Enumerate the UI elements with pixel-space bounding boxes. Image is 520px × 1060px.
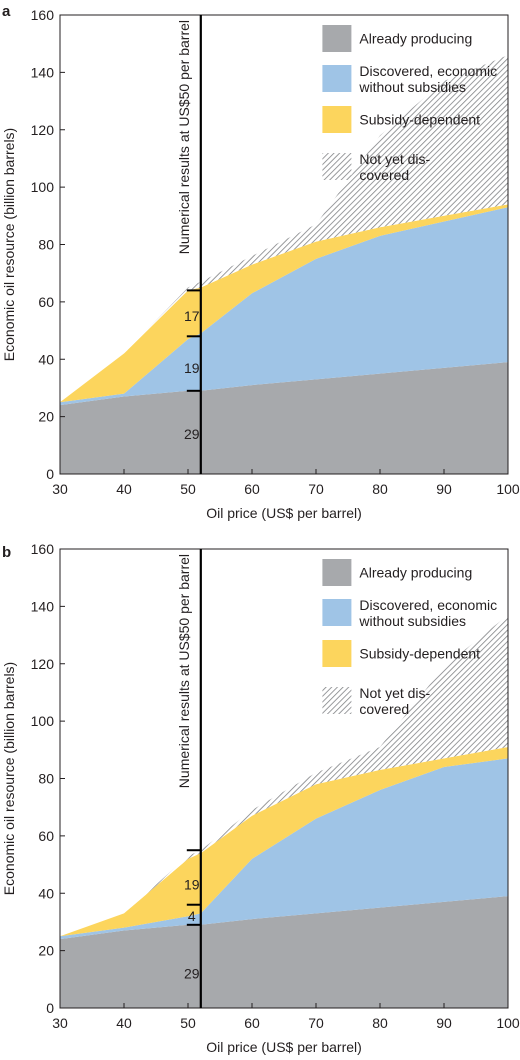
area-not-yet-discovered bbox=[60, 55, 508, 403]
panel-b: 0 20 40 60 80 100 120 140 160 30 40 50 60 70 80 90 100 Oi… bbox=[1, 541, 520, 1055]
y-tick-label: 120 bbox=[31, 656, 55, 672]
bracket-label: 17 bbox=[184, 308, 200, 324]
y-tick-label: 60 bbox=[38, 828, 54, 844]
area-discovered-economic-without-subsidies bbox=[60, 207, 508, 406]
x-axis-label: Oil price (US$ per barrel) bbox=[206, 1039, 362, 1055]
x-tick-label: 40 bbox=[116, 1015, 132, 1031]
legend-label: Not yet dis- bbox=[359, 151, 430, 167]
legend-label: covered bbox=[359, 701, 409, 717]
x-tick-label: 100 bbox=[496, 481, 520, 497]
legend-swatch bbox=[322, 25, 352, 52]
x-tick-label: 100 bbox=[496, 1015, 520, 1031]
x-tick-label: 80 bbox=[372, 481, 388, 497]
area-subsidy-dependent bbox=[60, 204, 508, 403]
y-tick-label: 20 bbox=[38, 943, 54, 959]
y-tick-label: 140 bbox=[31, 64, 55, 80]
x-tick-label: 90 bbox=[436, 1015, 452, 1031]
legend-swatch bbox=[322, 640, 352, 667]
reference-line-label: Numerical results at US$50 per barrel bbox=[176, 20, 192, 254]
legend-label: Discovered, economic bbox=[359, 63, 497, 79]
y-axis-label: Economic oil resource (billion barrels) bbox=[1, 128, 17, 361]
legend-label: covered bbox=[359, 167, 409, 183]
legend-label: Not yet dis- bbox=[359, 685, 430, 701]
y-tick-label: 100 bbox=[31, 179, 55, 195]
y-tick-label: 80 bbox=[38, 237, 54, 253]
reference-line-label: Numerical results at US$50 per barrel bbox=[176, 554, 192, 788]
legend-label: without subsidies bbox=[358, 79, 466, 95]
x-tick-label: 60 bbox=[244, 481, 260, 497]
x-tick-label: 40 bbox=[116, 481, 132, 497]
legend-swatch bbox=[322, 65, 352, 92]
y-tick-label: 0 bbox=[46, 466, 54, 482]
area-already-producing bbox=[60, 896, 508, 1008]
x-tick-label: 60 bbox=[244, 1015, 260, 1031]
x-tick-label: 70 bbox=[308, 481, 324, 497]
y-axis-label: Economic oil resource (billion barrels) bbox=[1, 662, 17, 895]
panel-label: a bbox=[2, 3, 11, 20]
y-tick-label: 160 bbox=[31, 541, 55, 557]
y-tick-label: 140 bbox=[31, 598, 55, 614]
x-tick-label: 50 bbox=[180, 1015, 196, 1031]
legend-swatch bbox=[322, 106, 352, 133]
x-tick-label: 70 bbox=[308, 1015, 324, 1031]
y-tick-label: 60 bbox=[38, 294, 54, 310]
panel-a: 0 20 40 60 80 100 120 140 160 30 40 50 60 70 80 90 100 Oi… bbox=[1, 3, 520, 521]
area-discovered-economic-without-subsidies bbox=[60, 758, 508, 940]
x-tick-label: 50 bbox=[180, 481, 196, 497]
legend-swatch bbox=[322, 153, 352, 180]
panel-label: b bbox=[2, 544, 11, 561]
legend: Already producing Discovered, economicwit… bbox=[322, 559, 497, 717]
x-axis-label: Oil price (US$ per barrel) bbox=[206, 505, 362, 521]
x-tick-label: 30 bbox=[52, 481, 68, 497]
x-tick-label: 90 bbox=[436, 481, 452, 497]
x-tick-label: 30 bbox=[52, 1015, 68, 1031]
legend-label: Discovered, economic bbox=[359, 597, 497, 613]
bracket-label: 4 bbox=[188, 908, 196, 924]
y-tick-label: 20 bbox=[38, 409, 54, 425]
legend-label: without subsidies bbox=[358, 613, 466, 629]
y-tick-label: 120 bbox=[31, 122, 55, 138]
area-layer bbox=[60, 614, 508, 1008]
y-tick-label: 0 bbox=[46, 1000, 54, 1016]
bracket-label: 29 bbox=[184, 966, 200, 982]
legend-label: Already producing bbox=[359, 31, 472, 47]
y-tick-label: 80 bbox=[38, 771, 54, 787]
legend-swatch bbox=[322, 559, 352, 586]
legend: Already producing Discovered, economicwit… bbox=[322, 25, 497, 183]
bracket-label: 19 bbox=[184, 360, 200, 376]
bracket-label: 19 bbox=[184, 877, 200, 893]
y-tick-label: 40 bbox=[38, 351, 54, 367]
y-tick-label: 100 bbox=[31, 713, 55, 729]
bracket-label: 29 bbox=[184, 426, 200, 442]
legend-swatch bbox=[322, 599, 352, 626]
legend-swatch bbox=[322, 687, 352, 714]
area-subsidy-dependent bbox=[60, 746, 508, 937]
area-already-producing bbox=[60, 362, 508, 474]
x-tick-label: 80 bbox=[372, 1015, 388, 1031]
legend-label: Subsidy-dependent bbox=[359, 646, 480, 662]
y-tick-label: 160 bbox=[31, 7, 55, 23]
legend-label: Already producing bbox=[359, 565, 472, 581]
y-tick-label: 40 bbox=[38, 885, 54, 901]
area-layer bbox=[60, 55, 508, 474]
legend-label: Subsidy-dependent bbox=[359, 112, 480, 128]
